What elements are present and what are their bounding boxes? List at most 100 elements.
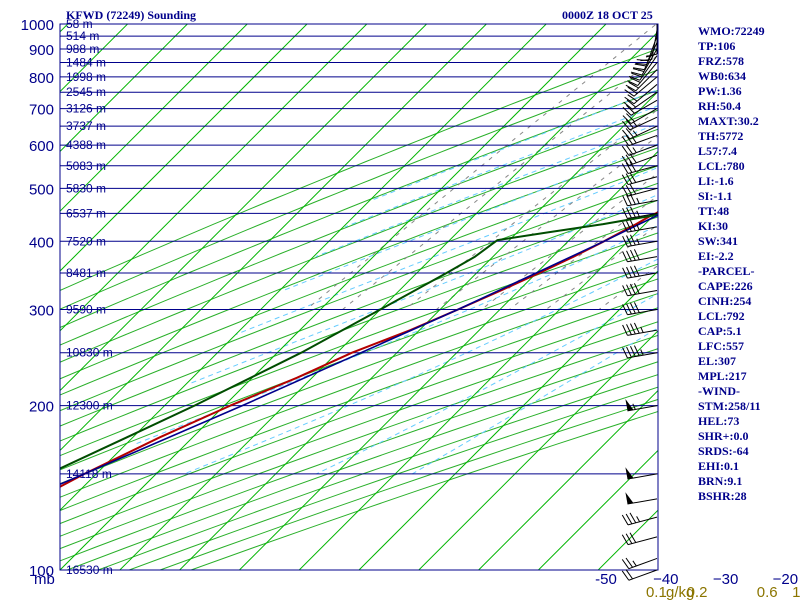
wind-barb <box>625 399 658 412</box>
barb-flag <box>626 324 632 335</box>
barb-flag <box>630 302 636 314</box>
barb-flag <box>634 63 647 67</box>
height-label: 9590 m <box>66 303 106 317</box>
stat-line: TP:106 <box>698 39 736 53</box>
barb-flag <box>622 285 628 296</box>
barb-half-flag <box>632 130 638 136</box>
pressure-tick-label: 400 <box>29 234 54 251</box>
stat-line: PW:1.36 <box>698 84 742 98</box>
barb-staff <box>627 165 658 175</box>
barb-flag <box>622 251 628 263</box>
barb-staff <box>627 405 658 412</box>
dry-adiabat <box>60 48 658 291</box>
wind-barbs <box>621 24 658 581</box>
stat-line: EI:-2.2 <box>698 249 734 263</box>
barb-flag <box>633 249 640 260</box>
height-label: 10830 m <box>66 346 113 360</box>
dry-adiabat <box>60 248 658 471</box>
wind-barb <box>624 84 658 105</box>
barb-half-flag <box>632 560 637 567</box>
barb-pennant <box>625 399 634 411</box>
barb-flag <box>632 67 645 71</box>
height-label: 12300 m <box>66 399 113 413</box>
pressure-tick-label: 600 <box>29 138 54 155</box>
barb-flag <box>621 186 629 197</box>
barb-half-flag <box>632 137 637 144</box>
barb-flag <box>625 154 633 165</box>
dry-adiabat <box>60 278 658 498</box>
barb-half-flag <box>636 197 640 204</box>
barb-staff <box>637 62 658 86</box>
dry-adiabat <box>60 334 658 550</box>
height-label: 4388 m <box>66 138 106 152</box>
mixing-ratio-label: 0.6 <box>757 584 778 600</box>
barb-flag <box>626 284 632 296</box>
isotherm <box>60 24 607 570</box>
barb-half-flag <box>636 238 640 245</box>
stat-line: MAXT:30.2 <box>698 114 759 128</box>
height-label: 1484 m <box>66 56 106 70</box>
wind-barb <box>622 265 658 279</box>
dry-adiabat <box>60 293 658 512</box>
mixing-ratio-line <box>305 24 658 310</box>
dry-adiabat <box>60 232 658 457</box>
barb-staff <box>627 352 658 359</box>
barb-flag <box>630 266 636 277</box>
barb-staff <box>627 516 658 526</box>
stat-line: LI:-1.6 <box>698 174 734 188</box>
barb-flag <box>625 128 634 138</box>
barb-flag <box>621 534 629 545</box>
barb-staff <box>628 134 658 147</box>
barb-flag <box>628 81 639 89</box>
stat-line: LCL:780 <box>698 159 745 173</box>
barb-flag <box>627 86 638 95</box>
stat-line: CINH:254 <box>698 294 752 308</box>
dry-adiabat <box>60 109 658 346</box>
stat-line: LFC:557 <box>698 339 744 353</box>
barb-flag <box>624 96 635 105</box>
barb-flag <box>633 345 640 357</box>
height-label: 2545 m <box>66 85 106 99</box>
barb-flag <box>630 220 636 231</box>
barb-flag <box>626 266 632 278</box>
barb-flag <box>625 173 633 184</box>
stat-line: CAP:5.1 <box>698 324 742 338</box>
stat-line: CAPE:226 <box>698 279 753 293</box>
isotherm <box>60 24 428 392</box>
barb-flag <box>625 119 634 129</box>
barb-flag <box>625 162 633 173</box>
barb-staff <box>627 226 658 233</box>
height-label: 58 m <box>66 17 93 31</box>
barb-staff <box>630 108 658 125</box>
barb-staff <box>641 48 658 76</box>
barb-staff <box>632 91 658 110</box>
barb-pennant <box>625 467 634 480</box>
barb-flag <box>630 71 643 76</box>
dry-adiabat <box>60 165 658 396</box>
dewpoint-trace <box>60 212 658 470</box>
stat-line: BRN:9.1 <box>698 474 743 488</box>
barb-staff <box>627 536 658 546</box>
wind-barb <box>622 220 658 233</box>
stat-line: SRDS:-64 <box>698 444 749 458</box>
barb-flag <box>630 346 636 357</box>
barb-flag <box>622 195 628 206</box>
station-title: KFWD (72249) Sounding <box>66 8 197 22</box>
height-label: 8481 m <box>66 266 106 280</box>
wind-barb <box>622 99 658 116</box>
barb-staff <box>633 84 658 105</box>
stat-line: RH:50.4 <box>698 99 741 113</box>
barb-staff <box>627 240 658 247</box>
barb-staff <box>628 569 658 581</box>
barb-half-flag <box>632 147 637 153</box>
barb-staff <box>633 76 658 97</box>
barb-staff <box>627 187 658 197</box>
stat-line: -PARCEL- <box>698 264 755 278</box>
isotherm <box>0 12 20 582</box>
mixing-ratio-label: 1.0 <box>792 584 800 600</box>
dry-adiabat <box>60 263 658 485</box>
wind-barb <box>621 134 658 147</box>
height-label: 16530 m <box>66 563 113 577</box>
barb-flag <box>630 323 636 335</box>
